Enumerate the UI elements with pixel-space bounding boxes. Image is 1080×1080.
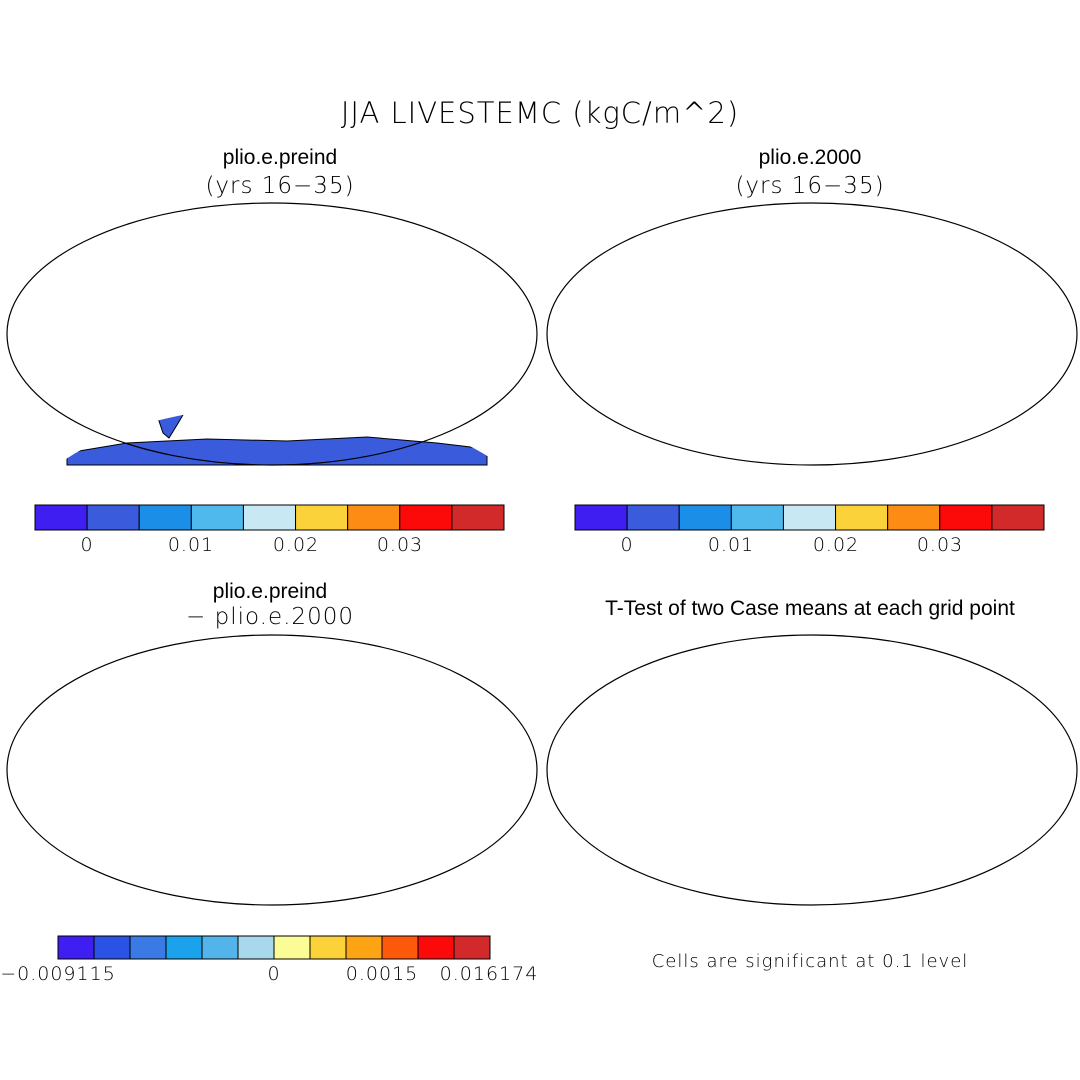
2000-field-map [546, 202, 1078, 466]
preind-field-map [6, 202, 538, 466]
colorbar-swatch [991, 504, 1045, 531]
colorbar-swatch [129, 935, 167, 960]
colorbar-3-tick: −0.009115 [0, 963, 116, 985]
colorbar-swatch [417, 935, 455, 960]
panel-2-title: plio.e.2000 [758, 146, 862, 169]
colorbar-swatch [939, 504, 993, 531]
colorbar-swatch [57, 935, 95, 960]
colorbar-2-tick: 0.02 [812, 534, 860, 556]
colorbar-swatch [86, 504, 140, 531]
colorbar-1-tick: 0.03 [376, 534, 424, 556]
colorbar-swatch [399, 504, 453, 531]
colorbar-swatch [34, 504, 88, 531]
colorbar-swatch [138, 504, 192, 531]
colorbar-swatch [347, 504, 401, 531]
colorbar-swatch [237, 935, 275, 960]
preind-colorbar [34, 504, 505, 531]
colorbar-swatch [309, 935, 347, 960]
panel-3-title: plio.e.preind [212, 580, 328, 603]
colorbar-swatch [242, 504, 297, 531]
2000-colorbar [574, 504, 1045, 531]
colorbar-3-tick: 0.016174 [439, 963, 539, 985]
colorbar-swatch [165, 935, 203, 960]
colorbar-swatch [626, 504, 680, 531]
difference-field-map [6, 634, 538, 906]
colorbar-swatch [887, 504, 941, 531]
colorbar-swatch [835, 504, 889, 531]
colorbar-swatch [678, 504, 732, 531]
colorbar-swatch [453, 935, 491, 960]
panel-3-subtitle: − plio.e.2000 [186, 604, 354, 630]
colorbar-swatch [201, 935, 239, 960]
panel-1-title: plio.e.preind [222, 146, 338, 169]
colorbar-1-tick: 0.01 [167, 534, 215, 556]
colorbar-1-tick: 0 [80, 534, 94, 556]
colorbar-2-tick: 0.03 [916, 534, 964, 556]
panel-1-subtitle: (yrs 16−35) [205, 173, 355, 199]
significance-map [546, 634, 1078, 906]
colorbar-3-tick: 0 [267, 963, 281, 985]
panel-2-subtitle: (yrs 16−35) [735, 173, 885, 199]
colorbar-swatch [273, 935, 311, 960]
colorbar-swatch [381, 935, 419, 960]
colorbar-2-tick: 0.01 [707, 534, 755, 556]
colorbar-3-tick: 0.0015 [345, 963, 419, 985]
colorbar-2-tick: 0 [620, 534, 634, 556]
colorbar-swatch [295, 504, 349, 531]
figure-title: JJA LIVESTEMC (kgC/m^2) [340, 96, 740, 130]
colorbar-1-tick: 0.02 [272, 534, 320, 556]
colorbar-swatch [345, 935, 383, 960]
colorbar-swatch [93, 935, 131, 960]
panel-4-title: T-Test of two Case means at each grid po… [605, 597, 1015, 620]
colorbar-swatch [574, 504, 628, 531]
colorbar-swatch [782, 504, 837, 531]
significance-note: Cells are significant at 0.1 level [651, 951, 969, 972]
colorbar-swatch [190, 504, 244, 531]
colorbar-swatch [451, 504, 505, 531]
difference-colorbar [57, 935, 491, 960]
colorbar-swatch [730, 504, 784, 531]
